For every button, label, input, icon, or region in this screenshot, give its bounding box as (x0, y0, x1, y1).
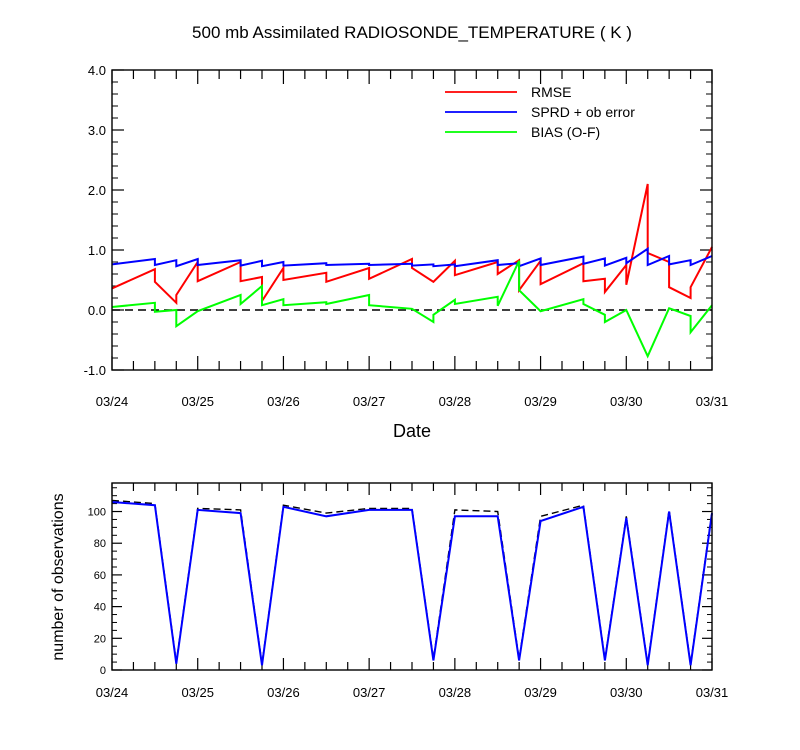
legend-label-3: BIAS (O-F) (531, 124, 600, 140)
bottom-y-tick-label: 0 (100, 665, 106, 677)
series-line-1 (111, 183, 713, 306)
top-x-axis-label: Date (393, 421, 431, 441)
bottom-y-axis-label: number of observations (50, 493, 67, 660)
bottom-x-tick-label: 03/24 (96, 685, 129, 700)
top-plot-area: -1.0 0.0 1.0 2.0 3.0 4.0 03/24 03/25 03/26 03/27 0… (84, 63, 729, 409)
bottom-x-tick-label: 03/29 (524, 685, 557, 700)
bottom-y-tick-label: 100 (88, 507, 106, 519)
top-x-tick-label: 03/25 (181, 394, 214, 409)
top-x-tick-label: 03/29 (524, 394, 557, 409)
legend-label-1: RMSE (531, 84, 571, 100)
chart-title: 500 mb Assimilated RADIOSONDE_TEMPERATUR… (192, 23, 632, 42)
bottom-y-tick-label: 60 (94, 570, 106, 582)
bottom-y-tick-label: 40 (94, 602, 106, 614)
bottom-plot-area: 0 20 40 60 80 100 03/24 03/25 03/26 03/27 03/28 03/… (88, 482, 729, 700)
bottom-plot-frame (111, 482, 713, 671)
top-x-tick-label: 03/26 (267, 394, 300, 409)
bottom-x-tick-label: 03/28 (439, 685, 472, 700)
top-x-tick-label: 03/27 (353, 394, 386, 409)
bottom-x-tick-label: 03/26 (267, 685, 300, 700)
top-y-tick-label: 4.0 (88, 63, 106, 78)
top-y-tick-label: -1.0 (84, 363, 106, 378)
top-plot-frame (111, 69, 713, 371)
bottom-y-tick-label: 20 (94, 633, 106, 645)
bottom-y-tick-label: 80 (94, 538, 106, 550)
top-x-tick-label: 03/30 (610, 394, 643, 409)
top-y-tick-label: 2.0 (88, 183, 106, 198)
top-y-tick-label: 1.0 (88, 243, 106, 258)
bottom-x-tick-label: 03/25 (181, 685, 214, 700)
legend-label-2: SPRD + ob error (531, 104, 635, 120)
top-x-tick-label: 03/31 (696, 394, 729, 409)
top-x-tick-label: 03/24 (96, 394, 129, 409)
series-line-3 (111, 260, 713, 359)
series-line-2 (111, 246, 713, 268)
bottom-x-tick-label: 03/30 (610, 685, 643, 700)
top-x-tick-label: 03/28 (439, 394, 472, 409)
observations-solid-line (111, 501, 713, 666)
top-y-tick-label: 0.0 (88, 303, 106, 318)
top-y-tick-label: 3.0 (88, 123, 106, 138)
bottom-x-tick-label: 03/27 (353, 685, 386, 700)
bottom-x-tick-label: 03/31 (696, 685, 729, 700)
observations-dashed-line (111, 499, 713, 664)
